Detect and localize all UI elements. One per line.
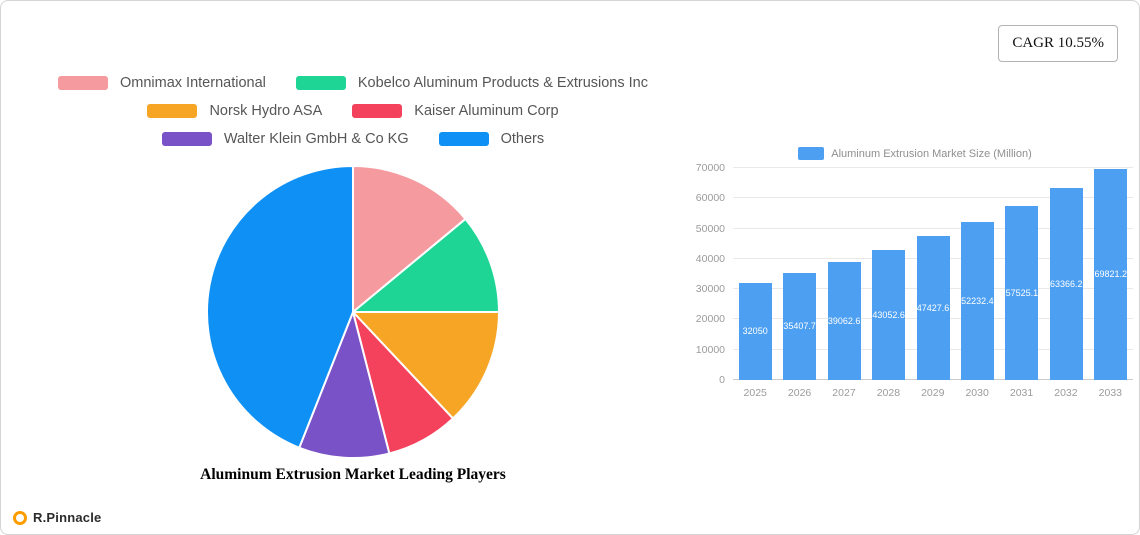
gridline	[733, 227, 1133, 229]
pie-chart	[206, 164, 501, 459]
pie-slice	[350, 311, 501, 420]
x-axis-label: 2032	[1054, 387, 1078, 399]
pie-chart-title: Aluminum Extrusion Market Leading Player…	[200, 466, 506, 483]
legend-color-swatch	[57, 76, 108, 90]
brand-ring-icon	[13, 510, 27, 525]
pie-legend-row: Omnimax International Kobelco Aluminum Pr…	[57, 75, 648, 91]
bar: 47427.6	[916, 236, 950, 380]
x-axis-label: 2026	[787, 387, 812, 399]
y-axis-label: 70000	[695, 162, 725, 174]
bar-legend-label: Aluminum Extrusion Market Size (Million)	[831, 147, 1032, 160]
bar: 35407.7	[783, 272, 817, 380]
bar-y-axis: 0 10000 20000 30000 40000 50000 60000 70000	[689, 162, 733, 386]
x-axis-label: 2027	[832, 387, 856, 399]
pie-legend-row: Walter Klein GmbH & Co KG Others	[161, 131, 545, 147]
legend-color-swatch	[147, 104, 198, 118]
pie-legend-item[interactable]: Others	[438, 131, 545, 147]
y-axis-label: 10000	[695, 343, 725, 356]
legend-label: Norsk Hydro ASA	[209, 103, 323, 119]
brand-name: R.Pinnacle	[33, 510, 102, 525]
gridline	[733, 197, 1133, 199]
legend-label: Omnimax International	[119, 75, 266, 91]
bar-chart-body: 0 10000 20000 30000 40000 50000 60000 70000 320…	[689, 162, 1139, 386]
pie-legend-item[interactable]: Norsk Hydro ASA	[147, 103, 322, 119]
pie-slice	[206, 164, 354, 450]
x-axis-label: 2028	[876, 387, 901, 399]
x-axis-label: 2031	[1009, 387, 1034, 399]
legend-label: Others	[500, 131, 545, 147]
bar-value-label: 32050	[742, 326, 768, 337]
y-axis-label: 30000	[695, 283, 725, 296]
x-axis-label: 2025	[743, 387, 767, 399]
pie-legend-item[interactable]: Omnimax International	[57, 75, 266, 91]
bar: 57525.1	[1005, 205, 1039, 380]
bar: 43052.6	[872, 249, 906, 380]
pie-legend-item[interactable]: Kaiser Aluminum Corp	[352, 103, 559, 119]
bar-value-label: 69821.2	[1094, 269, 1128, 280]
bar-value-label: 57525.1	[1005, 287, 1039, 298]
y-axis-label: 20000	[695, 313, 725, 326]
x-axis-label: 2029	[921, 387, 945, 399]
bar-x-axis: 2025 2026 2027 2028 2029 2030 2031 2032 2033	[733, 387, 1133, 399]
bar-value-label: 35407.7	[783, 321, 816, 332]
bar: 63366.2	[1049, 188, 1083, 380]
legend-color-swatch	[161, 132, 212, 146]
y-axis-label: 60000	[695, 192, 725, 205]
y-axis-label: 0	[719, 374, 725, 386]
x-axis-label: 2030	[965, 387, 989, 399]
bar-plot: 32050 35407.7 39062.6 43052.6 47427.6 52232.4…	[733, 167, 1133, 380]
x-axis-label: 2033	[1098, 387, 1122, 399]
bar-legend-color-swatch	[798, 147, 825, 160]
pie-slice	[350, 217, 501, 313]
bar-value-label: 39062.6	[827, 315, 861, 326]
pie-legend-item[interactable]: Kobelco Aluminum Products & Extrusions I…	[295, 75, 648, 91]
bar: 69821.2	[1094, 168, 1128, 380]
bar-value-label: 52232.4	[961, 295, 994, 306]
legend-label: Kaiser Aluminum Corp	[414, 103, 559, 119]
brand-logo: R.Pinnacle	[13, 510, 101, 525]
pie-slice	[297, 308, 391, 459]
pie-legend: Omnimax International Kobelco Aluminum Pr…	[57, 75, 648, 147]
gridline	[733, 167, 1133, 168]
pie-slice	[352, 164, 467, 315]
legend-color-swatch	[295, 76, 346, 90]
y-axis-label: 50000	[695, 222, 725, 235]
cagr-badge: CAGR 10.55%	[998, 25, 1118, 62]
bar-value-label: 63366.2	[1050, 279, 1083, 290]
bar: 32050	[738, 282, 772, 380]
bar-value-label: 43052.6	[872, 309, 905, 320]
y-axis-label: 40000	[695, 252, 725, 265]
legend-label: Walter Klein GmbH & Co KG	[223, 131, 409, 147]
bar: 39062.6	[827, 261, 861, 380]
pie-legend-row: Norsk Hydro ASA Kaiser Aluminum Corp	[147, 103, 559, 119]
bar: 52232.4	[960, 221, 994, 380]
bar-chart-section: Aluminum Extrusion Market Size (Million)…	[689, 147, 1139, 399]
legend-color-swatch	[438, 132, 489, 146]
bar-value-label: 47427.6	[916, 303, 950, 314]
pie-legend-item[interactable]: Walter Klein GmbH & Co KG	[161, 131, 409, 147]
legend-color-swatch	[352, 104, 403, 118]
legend-label: Kobelco Aluminum Products & Extrusions I…	[357, 75, 648, 91]
pie-section: Omnimax International Kobelco Aluminum Pr…	[29, 75, 677, 484]
bar-legend-item[interactable]: Aluminum Extrusion Market Size (Million)	[689, 147, 1139, 160]
